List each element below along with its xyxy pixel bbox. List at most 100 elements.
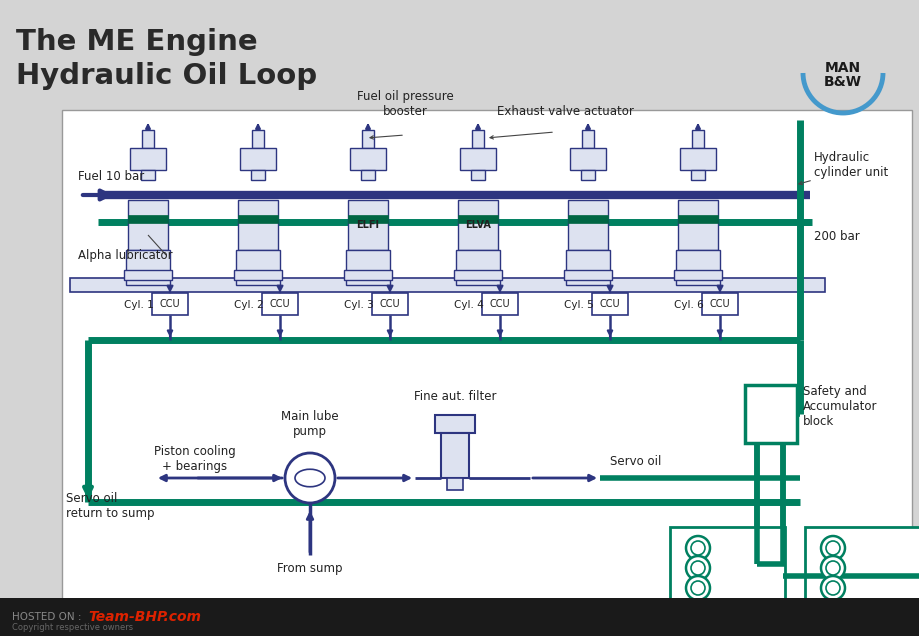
Text: Exhaust valve actuator: Exhaust valve actuator bbox=[496, 105, 633, 118]
Bar bbox=[701, 293, 737, 315]
Bar bbox=[679, 148, 715, 170]
Text: Hydraulic
cylinder unit: Hydraulic cylinder unit bbox=[813, 151, 887, 179]
Bar bbox=[70, 278, 824, 292]
Bar bbox=[471, 130, 483, 148]
Bar bbox=[371, 293, 407, 315]
Circle shape bbox=[820, 556, 844, 580]
Bar bbox=[347, 215, 388, 223]
Text: Cyl. 6: Cyl. 6 bbox=[674, 300, 703, 310]
Bar bbox=[482, 293, 517, 315]
Text: Engine driven
hydraulic pumps: Engine driven hydraulic pumps bbox=[680, 610, 773, 632]
Bar bbox=[238, 215, 278, 223]
Bar bbox=[570, 148, 606, 170]
Bar bbox=[238, 200, 278, 250]
Text: Copyright respective owners: Copyright respective owners bbox=[12, 623, 133, 632]
Circle shape bbox=[686, 576, 709, 600]
Bar bbox=[674, 270, 721, 280]
Circle shape bbox=[690, 541, 704, 555]
Bar bbox=[349, 148, 386, 170]
Bar bbox=[141, 170, 154, 180]
Bar bbox=[126, 250, 170, 285]
Bar bbox=[567, 215, 607, 223]
Bar bbox=[675, 250, 720, 285]
Circle shape bbox=[820, 576, 844, 600]
Text: ELFI: ELFI bbox=[357, 220, 380, 230]
Bar bbox=[344, 270, 391, 280]
Text: CCU: CCU bbox=[599, 299, 619, 309]
Circle shape bbox=[820, 536, 844, 560]
Bar bbox=[360, 170, 375, 180]
Text: Cyl. 2: Cyl. 2 bbox=[233, 300, 264, 310]
Text: Fine aut. filter: Fine aut. filter bbox=[414, 390, 495, 403]
Bar bbox=[582, 130, 594, 148]
Bar bbox=[233, 270, 282, 280]
Text: CCU: CCU bbox=[380, 299, 400, 309]
Circle shape bbox=[285, 453, 335, 503]
Bar bbox=[669, 527, 784, 602]
Text: Servo oil: Servo oil bbox=[609, 455, 661, 468]
Text: CCU: CCU bbox=[269, 299, 290, 309]
Text: HOSTED ON :: HOSTED ON : bbox=[12, 612, 82, 622]
Text: Team-BHP.com: Team-BHP.com bbox=[88, 610, 200, 624]
Text: Cyl. 3: Cyl. 3 bbox=[344, 300, 373, 310]
Bar bbox=[591, 293, 628, 315]
Circle shape bbox=[686, 536, 709, 560]
Text: From sump: From sump bbox=[277, 562, 343, 575]
Bar bbox=[440, 433, 469, 478]
Bar bbox=[124, 270, 172, 280]
Bar bbox=[142, 130, 153, 148]
Bar bbox=[691, 130, 703, 148]
Bar bbox=[0, 598, 919, 636]
Text: Cyl. 1: Cyl. 1 bbox=[124, 300, 153, 310]
Bar bbox=[236, 250, 279, 285]
Bar bbox=[152, 293, 187, 315]
Bar bbox=[690, 170, 704, 180]
Circle shape bbox=[690, 561, 704, 575]
Bar bbox=[567, 200, 607, 250]
Bar bbox=[460, 148, 495, 170]
Text: Cyl. 4: Cyl. 4 bbox=[453, 300, 483, 310]
Bar bbox=[251, 170, 265, 180]
Circle shape bbox=[825, 581, 839, 595]
Circle shape bbox=[825, 541, 839, 555]
Bar bbox=[458, 200, 497, 250]
Circle shape bbox=[825, 561, 839, 575]
Text: Fuel oil pressure
booster: Fuel oil pressure booster bbox=[357, 90, 453, 118]
Bar bbox=[563, 270, 611, 280]
Bar bbox=[262, 293, 298, 315]
Bar bbox=[130, 148, 165, 170]
Bar bbox=[62, 110, 911, 602]
Bar bbox=[435, 415, 474, 433]
Bar bbox=[252, 130, 264, 148]
Bar bbox=[447, 478, 462, 490]
Bar bbox=[361, 130, 374, 148]
Text: Main lube
pump: Main lube pump bbox=[281, 410, 338, 438]
Text: ELVA: ELVA bbox=[465, 220, 491, 230]
Bar bbox=[453, 270, 502, 280]
Bar bbox=[458, 215, 497, 223]
Text: Hydraulic Oil Loop: Hydraulic Oil Loop bbox=[16, 62, 317, 90]
Bar bbox=[677, 215, 717, 223]
Circle shape bbox=[686, 556, 709, 580]
Bar bbox=[346, 250, 390, 285]
Bar bbox=[581, 170, 595, 180]
Text: CCU: CCU bbox=[489, 299, 510, 309]
Text: Safety and
Accumulator
block: Safety and Accumulator block bbox=[802, 385, 877, 428]
Bar bbox=[456, 250, 499, 285]
Text: Piston cooling
+ bearings: Piston cooling + bearings bbox=[154, 445, 235, 473]
Bar bbox=[471, 170, 484, 180]
Bar bbox=[744, 385, 796, 443]
Text: CCU: CCU bbox=[709, 299, 730, 309]
Bar bbox=[347, 200, 388, 250]
Bar bbox=[128, 200, 168, 250]
Bar bbox=[128, 215, 168, 223]
Text: The ME Engine: The ME Engine bbox=[16, 28, 257, 56]
Text: 200 bar: 200 bar bbox=[813, 230, 859, 243]
Text: Fuel 10 bar: Fuel 10 bar bbox=[78, 170, 144, 183]
Bar bbox=[804, 527, 919, 602]
Text: Cyl. 5: Cyl. 5 bbox=[563, 300, 593, 310]
Bar bbox=[565, 250, 609, 285]
Bar bbox=[240, 148, 276, 170]
Text: MAN: MAN bbox=[824, 61, 860, 75]
Text: Alpha lubricator: Alpha lubricator bbox=[78, 249, 173, 261]
